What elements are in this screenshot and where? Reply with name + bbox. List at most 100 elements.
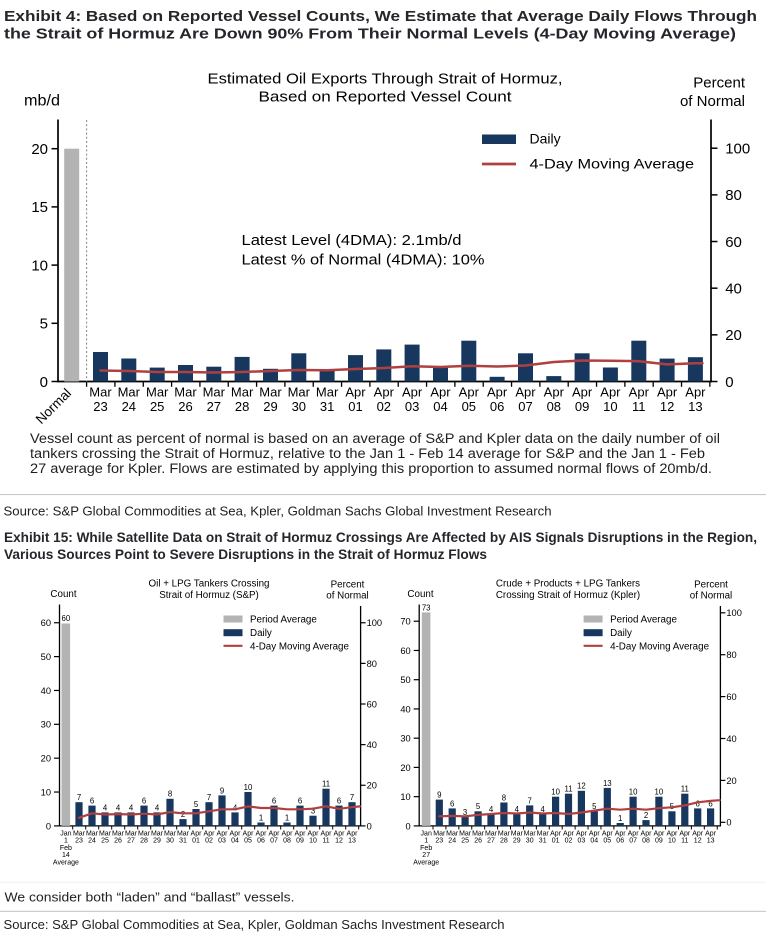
- svg-text:5: 5: [592, 802, 597, 811]
- svg-text:29: 29: [513, 838, 521, 845]
- svg-text:6: 6: [450, 799, 454, 808]
- svg-text:Apr: Apr: [705, 831, 717, 838]
- svg-text:Mar: Mar: [73, 831, 86, 838]
- svg-text:13: 13: [603, 779, 612, 788]
- svg-text:70: 70: [400, 617, 410, 627]
- svg-text:Apr: Apr: [269, 831, 281, 838]
- svg-text:28: 28: [140, 838, 148, 845]
- svg-text:of Normal: of Normal: [680, 93, 745, 110]
- svg-text:4: 4: [103, 803, 108, 812]
- svg-text:Exhibit 15: While Satellite Da: Exhibit 15: While Satellite Data on Stra…: [4, 530, 757, 545]
- svg-text:07: 07: [270, 838, 278, 845]
- svg-text:10: 10: [655, 788, 664, 797]
- svg-text:Mar: Mar: [89, 385, 112, 400]
- svg-text:04: 04: [590, 838, 598, 845]
- svg-text:20: 20: [31, 141, 48, 158]
- svg-text:Oil + LPG Tankers Crossing: Oil + LPG Tankers Crossing: [149, 579, 270, 590]
- svg-text:10: 10: [668, 838, 676, 845]
- svg-text:Mar: Mar: [288, 385, 311, 400]
- svg-text:Mar: Mar: [511, 831, 524, 838]
- svg-text:Mar: Mar: [524, 831, 537, 838]
- svg-text:Mar: Mar: [164, 831, 177, 838]
- svg-text:4: 4: [489, 805, 494, 814]
- svg-text:Mar: Mar: [498, 831, 511, 838]
- svg-text:06: 06: [257, 838, 265, 845]
- svg-text:Average: Average: [413, 859, 439, 866]
- svg-text:6: 6: [337, 797, 341, 806]
- svg-text:Apr: Apr: [230, 831, 242, 838]
- svg-text:20: 20: [400, 763, 410, 773]
- svg-text:Apr: Apr: [641, 831, 653, 838]
- svg-text:24: 24: [448, 838, 456, 845]
- svg-text:03: 03: [218, 838, 226, 845]
- svg-text:Apr: Apr: [459, 385, 480, 400]
- svg-text:Crude + Products + LPG Tankers: Crude + Products + LPG Tankers: [496, 579, 640, 590]
- svg-text:12: 12: [660, 399, 674, 414]
- svg-text:28: 28: [500, 838, 508, 845]
- svg-text:4: 4: [155, 803, 160, 812]
- svg-text:13: 13: [348, 838, 356, 845]
- svg-text:Apr: Apr: [243, 831, 255, 838]
- svg-text:50: 50: [400, 675, 410, 685]
- svg-text:7: 7: [528, 796, 532, 805]
- svg-text:26: 26: [474, 838, 482, 845]
- svg-text:11: 11: [564, 785, 572, 794]
- svg-text:Mar: Mar: [433, 831, 446, 838]
- svg-text:Jan: Jan: [60, 831, 71, 838]
- svg-text:13: 13: [707, 838, 715, 845]
- svg-text:Apr: Apr: [550, 831, 562, 838]
- svg-text:27: 27: [207, 399, 221, 414]
- svg-text:Mar: Mar: [99, 831, 112, 838]
- svg-text:Mar: Mar: [459, 831, 472, 838]
- svg-text:4: 4: [129, 803, 134, 812]
- svg-text:6: 6: [696, 799, 700, 808]
- svg-text:Apr: Apr: [628, 831, 640, 838]
- svg-text:Apr: Apr: [321, 831, 333, 838]
- svg-text:60: 60: [726, 692, 736, 702]
- svg-text:Feb: Feb: [60, 845, 72, 852]
- svg-text:Source: S&P Global Commodities: Source: S&P Global Commodities at Sea, K…: [4, 504, 552, 519]
- svg-text:Apr: Apr: [600, 385, 621, 400]
- svg-text:30: 30: [400, 734, 410, 744]
- svg-text:Feb: Feb: [420, 845, 432, 852]
- svg-text:29: 29: [153, 838, 161, 845]
- svg-text:Apr: Apr: [544, 385, 565, 400]
- svg-text:2: 2: [181, 810, 185, 819]
- svg-text:20: 20: [367, 781, 377, 791]
- svg-text:60: 60: [62, 614, 71, 623]
- svg-text:Apr: Apr: [334, 831, 346, 838]
- svg-text:3: 3: [311, 807, 315, 816]
- svg-text:26: 26: [178, 399, 192, 414]
- svg-text:1: 1: [259, 813, 263, 822]
- svg-text:Mar: Mar: [485, 831, 498, 838]
- svg-text:01: 01: [552, 838, 560, 845]
- svg-text:Apr: Apr: [657, 385, 678, 400]
- svg-text:08: 08: [283, 838, 291, 845]
- svg-text:Daily: Daily: [250, 628, 272, 639]
- svg-text:Percent: Percent: [693, 75, 746, 92]
- svg-text:Apr: Apr: [563, 831, 575, 838]
- svg-text:12: 12: [694, 838, 702, 845]
- svg-text:Apr: Apr: [576, 831, 588, 838]
- svg-text:23: 23: [93, 399, 107, 414]
- svg-text:13: 13: [688, 399, 702, 414]
- svg-text:6: 6: [298, 797, 302, 806]
- svg-text:4: 4: [233, 803, 238, 812]
- svg-text:Apr: Apr: [345, 385, 366, 400]
- svg-text:Mar: Mar: [146, 385, 169, 400]
- svg-text:2: 2: [644, 811, 648, 820]
- svg-text:Apr: Apr: [402, 385, 423, 400]
- svg-text:04: 04: [231, 838, 239, 845]
- svg-text:60: 60: [367, 699, 377, 709]
- svg-text:Average: Average: [53, 859, 79, 866]
- svg-text:of Normal: of Normal: [326, 591, 368, 602]
- svg-text:Apr: Apr: [374, 385, 395, 400]
- svg-text:Apr: Apr: [217, 831, 229, 838]
- svg-text:25: 25: [150, 399, 164, 414]
- svg-text:03: 03: [578, 838, 586, 845]
- svg-text:02: 02: [377, 399, 391, 414]
- svg-text:30: 30: [41, 720, 51, 730]
- svg-text:80: 80: [726, 650, 736, 660]
- svg-text:15: 15: [31, 199, 48, 216]
- svg-text:mb/d: mb/d: [24, 92, 60, 109]
